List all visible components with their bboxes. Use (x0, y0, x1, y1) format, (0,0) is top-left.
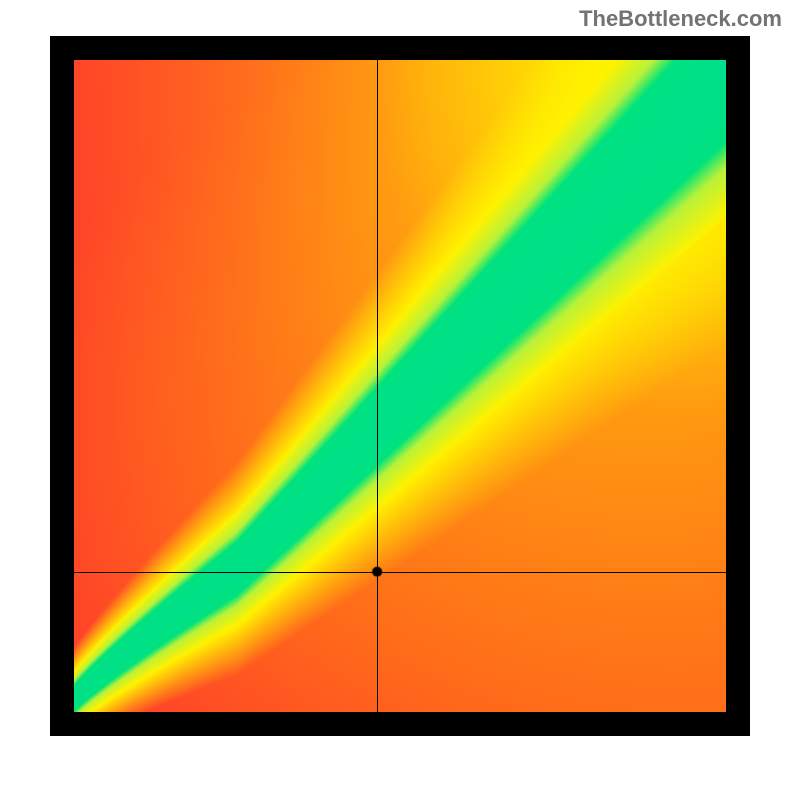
heatmap-canvas (74, 60, 726, 712)
crosshair-horizontal (74, 572, 726, 573)
heatmap-plot (50, 36, 750, 736)
crosshair-vertical (377, 60, 378, 712)
watermark-text: TheBottleneck.com (579, 6, 782, 32)
